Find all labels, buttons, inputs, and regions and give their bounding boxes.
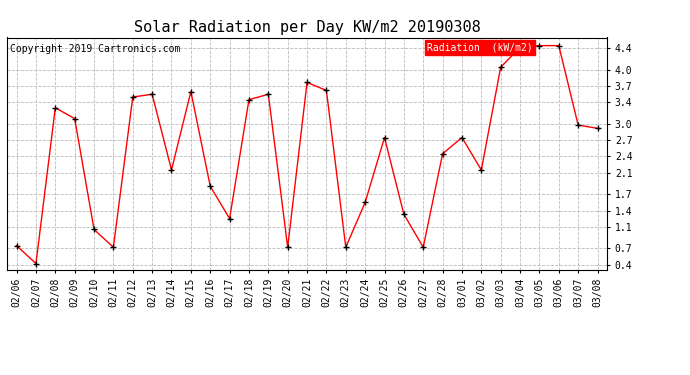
Text: Copyright 2019 Cartronics.com: Copyright 2019 Cartronics.com (10, 45, 180, 54)
Text: Radiation  (kW/m2): Radiation (kW/m2) (427, 42, 533, 52)
Title: Solar Radiation per Day KW/m2 20190308: Solar Radiation per Day KW/m2 20190308 (134, 20, 480, 35)
